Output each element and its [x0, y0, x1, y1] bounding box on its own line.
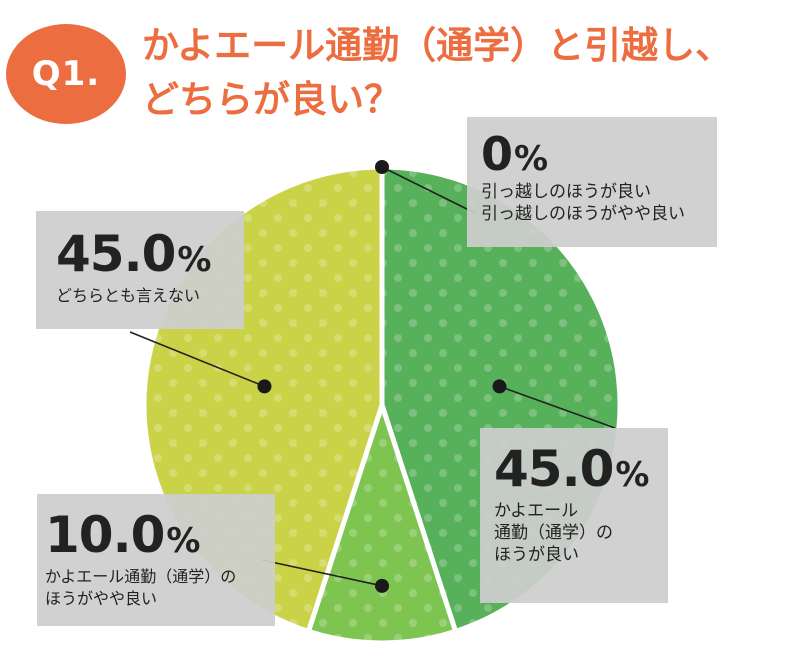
leader-dot-1	[492, 379, 507, 394]
annotation-commute-somewhat-better: 10.0% かよエール通勤（通学）の ほうがやや良い	[37, 494, 275, 626]
question-title-line-1: かよエール通勤（通学）と引越し、	[142, 24, 733, 67]
data-label-category-line: ほうがやや良い	[45, 589, 158, 608]
leader-line-2	[261, 559, 383, 587]
data-label-category-line: ほうが良い	[494, 545, 579, 565]
data-label-percent: 45.0%	[56, 225, 211, 283]
annotation-move-better: 0% 引っ越しのほうが良い 引っ越しのほうがやや良い	[467, 117, 717, 247]
data-label-percent: 45.0%	[494, 440, 649, 498]
question-title-line-2: どちらが良い？	[142, 78, 401, 121]
data-label-category-line: 通勤（通学）の	[494, 523, 613, 543]
leader-line-0	[381, 166, 476, 214]
leader-dot-3	[257, 379, 272, 394]
leader-line-1	[499, 385, 616, 429]
data-label-category-line: 引っ越しのほうがやや良い	[481, 204, 685, 224]
leader-dot-2	[375, 578, 389, 593]
leader-lines	[129, 160, 616, 593]
leader-dot-0	[375, 160, 389, 174]
data-label-category-line: 引っ越しのほうが良い	[481, 182, 651, 202]
question-number-badge: Q1.	[6, 24, 126, 124]
data-label-category-line: かよエール通勤（通学）の	[45, 567, 237, 586]
data-label-percent: 0%	[481, 127, 548, 181]
data-label-category-line: かよエール	[494, 501, 579, 521]
question-number: Q1.	[31, 54, 101, 94]
leader-line-3	[129, 331, 265, 388]
annotation-neither: 45.0% どちらとも言えない	[36, 211, 244, 329]
pie-slice-pattern-2	[308, 405, 456, 643]
annotation-commute-better: 45.0% かよエール 通勤（通学）の ほうが良い	[480, 428, 668, 603]
data-label-percent: 10.0%	[45, 506, 200, 564]
data-label-category-line: どちらとも言えない	[56, 286, 201, 305]
